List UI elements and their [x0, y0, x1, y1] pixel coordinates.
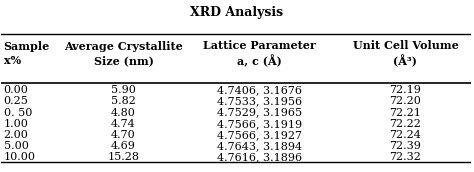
Text: 4.74: 4.74 — [111, 119, 136, 129]
Text: 4.7643, 3.1894: 4.7643, 3.1894 — [217, 141, 302, 151]
Text: 72.24: 72.24 — [390, 130, 421, 140]
Text: 72.21: 72.21 — [390, 108, 421, 117]
Text: 10.00: 10.00 — [4, 152, 36, 162]
Text: 5.82: 5.82 — [111, 96, 136, 106]
Text: 4.7566, 3.1927: 4.7566, 3.1927 — [217, 130, 302, 140]
Text: 4.80: 4.80 — [111, 108, 136, 117]
Text: 72.19: 72.19 — [390, 85, 421, 95]
Text: Sample
x%: Sample x% — [4, 41, 50, 66]
Text: 0. 50: 0. 50 — [4, 108, 32, 117]
Text: 4.7529, 3.1965: 4.7529, 3.1965 — [217, 108, 302, 117]
Text: 2.00: 2.00 — [4, 130, 28, 140]
Text: 4.7566, 3.1919: 4.7566, 3.1919 — [217, 119, 302, 129]
Text: 4.7406, 3.1676: 4.7406, 3.1676 — [217, 85, 302, 95]
Text: 4.7616, 3.1896: 4.7616, 3.1896 — [217, 152, 302, 162]
Text: 0.25: 0.25 — [4, 96, 28, 106]
Text: 4.70: 4.70 — [111, 130, 136, 140]
Text: 0.00: 0.00 — [4, 85, 28, 95]
Text: 5.90: 5.90 — [111, 85, 136, 95]
Text: 5.00: 5.00 — [4, 141, 28, 151]
Text: 72.20: 72.20 — [390, 96, 421, 106]
Text: 72.22: 72.22 — [390, 119, 421, 129]
Text: 15.28: 15.28 — [108, 152, 139, 162]
Text: XRD Analysis: XRD Analysis — [190, 7, 283, 19]
Text: 72.32: 72.32 — [390, 152, 421, 162]
Text: 72.39: 72.39 — [390, 141, 421, 151]
Text: Unit Cell Volume
(Å³): Unit Cell Volume (Å³) — [353, 40, 458, 67]
Text: Lattice Parameter
a, c (Å): Lattice Parameter a, c (Å) — [203, 40, 316, 67]
Text: 4.7533, 3.1956: 4.7533, 3.1956 — [217, 96, 302, 106]
Text: 4.69: 4.69 — [111, 141, 136, 151]
Text: Average Crystallite
Size (nm): Average Crystallite Size (nm) — [64, 41, 183, 66]
Text: 1.00: 1.00 — [4, 119, 28, 129]
